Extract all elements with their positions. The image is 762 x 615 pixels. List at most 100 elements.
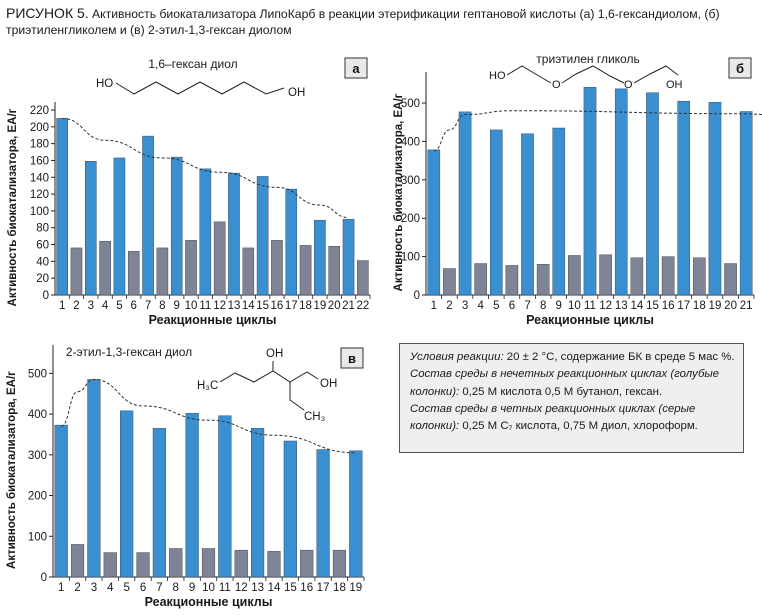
panel-letter-box bbox=[340, 347, 364, 369]
formula-label: OH bbox=[320, 378, 337, 390]
x-axis-label: Реакционные циклы bbox=[149, 313, 277, 327]
bar bbox=[300, 549, 314, 578]
x-tick-label: 2 bbox=[74, 582, 80, 594]
x-tick-label: 19 bbox=[709, 300, 722, 312]
x-tick-label: 6 bbox=[509, 300, 515, 312]
formula-chain bbox=[115, 81, 285, 95]
bar bbox=[54, 424, 68, 578]
formula-label: HO bbox=[489, 70, 506, 82]
x-tick-label: 3 bbox=[88, 300, 94, 312]
panel-letter: б bbox=[736, 61, 744, 76]
chart-panel-a: 0 20 40 60 80 100 120 140 160 180 200 220 1 2 3 4 5 6 7 8 9 1… bbox=[4, 50, 376, 332]
x-axis-label: Реакционные циклы bbox=[145, 595, 273, 609]
x-tick-label: 7 bbox=[524, 300, 530, 312]
y-tick-label: 60 bbox=[36, 240, 49, 252]
panel-letter: а bbox=[352, 61, 360, 76]
formula-label: OH bbox=[266, 348, 283, 360]
bar bbox=[349, 450, 363, 578]
bar bbox=[599, 254, 612, 296]
bar bbox=[708, 102, 722, 296]
figure-label: РИСУНОК 5. bbox=[6, 5, 89, 21]
formula-label: O bbox=[552, 79, 561, 91]
x-tick-label: 6 bbox=[140, 582, 146, 594]
panel-letter: в bbox=[348, 351, 356, 366]
bar bbox=[251, 428, 265, 578]
x-tick-label: 16 bbox=[271, 300, 284, 312]
x-tick-label: 1 bbox=[431, 300, 437, 312]
trend-curve bbox=[433, 110, 762, 152]
y-tick-label: 0 bbox=[414, 290, 420, 302]
y-tick-label: 160 bbox=[30, 155, 49, 167]
x-axis-label: Реакционные циклы bbox=[526, 313, 654, 327]
bar bbox=[199, 168, 212, 296]
note-even-text: 0,25 М С₇ кислота, 0,75 М диол, хлорофор… bbox=[459, 420, 698, 433]
x-tick-label: 9 bbox=[189, 582, 195, 594]
bar bbox=[56, 118, 68, 296]
x-tick-label: 12 bbox=[213, 300, 226, 312]
bar bbox=[474, 263, 487, 296]
x-tick-label: 22 bbox=[356, 300, 369, 312]
y-tick-label: 200 bbox=[401, 213, 420, 225]
bar bbox=[677, 100, 691, 296]
x-tick-label: 17 bbox=[317, 582, 330, 594]
note-conditions-text: 20 ± 2 °С, содержание БК в среде 5 мас %… bbox=[503, 351, 735, 363]
formula-label: OH bbox=[666, 79, 683, 91]
x-tick-label: 21 bbox=[342, 300, 355, 312]
x-tick-label: 8 bbox=[159, 300, 165, 312]
x-tick-label: 10 bbox=[185, 300, 198, 312]
x-tick-label: 18 bbox=[299, 300, 312, 312]
formula-chain bbox=[633, 65, 679, 84]
bar bbox=[583, 87, 597, 296]
panel-letter-box bbox=[344, 57, 368, 79]
formula-chain bbox=[561, 65, 625, 84]
x-tick-label: 18 bbox=[333, 582, 346, 594]
bar bbox=[443, 268, 456, 296]
bar bbox=[458, 111, 472, 296]
bar bbox=[127, 251, 140, 296]
y-tick-label: 200 bbox=[28, 491, 47, 503]
x-tick-label: 11 bbox=[219, 582, 231, 594]
y-tick-label: 500 bbox=[401, 98, 420, 110]
x-tick-label: 18 bbox=[693, 300, 706, 312]
note-even-cycles: Состав среды в четных реакционных циклах… bbox=[410, 401, 743, 436]
note-even-title: Состав среды в четных реакционных циклах… bbox=[410, 402, 696, 433]
bar bbox=[185, 240, 197, 296]
formula-label: O bbox=[624, 79, 633, 91]
bar bbox=[70, 544, 85, 578]
y-axis-label: Активность биокатализатора, ЕА/г bbox=[7, 108, 19, 306]
x-tick-label: 19 bbox=[349, 582, 362, 594]
y-axis-label: Активность биокатализатора, ЕА/г bbox=[6, 371, 18, 569]
y-tick-label: 220 bbox=[30, 105, 49, 117]
formula-chain bbox=[289, 382, 305, 411]
note-odd-text: 0,25 М кислота 0,5 М бутанол, гексан. bbox=[459, 385, 663, 398]
note-odd-title: Состав среды в нечетных реакционных цикл… bbox=[410, 368, 720, 398]
bar bbox=[427, 149, 441, 296]
x-tick-label: 15 bbox=[284, 582, 297, 594]
x-tick-label: 10 bbox=[568, 300, 581, 312]
conditions-box: Условия реакции: 20 ± 2 °С, содержание Б… bbox=[399, 343, 744, 453]
x-tick-label: 14 bbox=[630, 300, 643, 312]
y-tick-label: 0 bbox=[43, 290, 49, 302]
x-tick-label: 7 bbox=[145, 300, 151, 312]
bar bbox=[218, 415, 232, 578]
bar bbox=[267, 551, 281, 578]
bar bbox=[693, 257, 706, 296]
bar bbox=[70, 247, 83, 296]
formula-label: CH₃ bbox=[304, 411, 326, 423]
y-tick-label: 100 bbox=[30, 206, 49, 218]
x-tick-label: 17 bbox=[285, 300, 298, 312]
x-tick-label: 20 bbox=[328, 300, 341, 312]
x-tick-label: 1 bbox=[58, 582, 64, 594]
x-tick-label: 21 bbox=[740, 300, 753, 312]
bar bbox=[357, 260, 369, 296]
bar bbox=[285, 188, 298, 296]
bar bbox=[120, 410, 134, 578]
y-tick-label: 120 bbox=[30, 189, 49, 201]
trend-curve bbox=[60, 378, 356, 454]
x-tick-label: 3 bbox=[91, 582, 97, 594]
compound-name: 1,6–гексан диол bbox=[148, 57, 237, 71]
trend-curve bbox=[62, 117, 349, 219]
bar bbox=[87, 379, 101, 578]
x-tick-label: 14 bbox=[242, 300, 255, 312]
compound-name: триэтилен гликоль bbox=[536, 52, 639, 66]
